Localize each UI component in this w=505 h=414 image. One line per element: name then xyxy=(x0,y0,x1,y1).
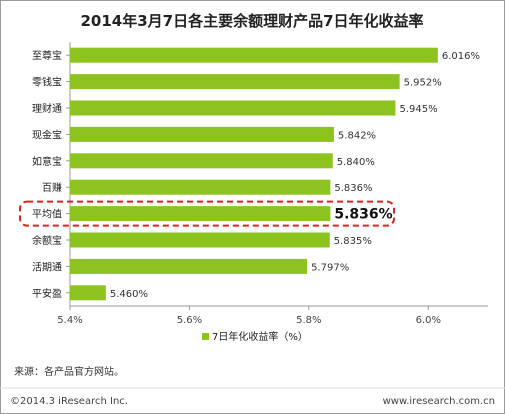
bar xyxy=(70,47,438,63)
category-label: 如意宝 xyxy=(32,155,62,168)
bar xyxy=(70,285,106,301)
chart-marks: 至尊宝 6.016% 零钱宝 5.952% 理财通 5.945% 现金宝 5.842% 如意宝 5… xyxy=(19,47,480,326)
bar xyxy=(70,100,396,116)
data-label: 5.836% xyxy=(334,183,372,194)
bar xyxy=(70,258,308,274)
bar xyxy=(70,126,334,142)
category-label: 平安盈 xyxy=(32,287,62,300)
legend: 7日年化收益率（%） xyxy=(202,330,308,343)
data-label: 5.797% xyxy=(311,262,349,273)
data-label: 5.840% xyxy=(337,157,375,168)
data-label: 5.952% xyxy=(404,78,442,89)
category-label: 余额宝 xyxy=(32,234,62,247)
category-label: 百赚 xyxy=(42,181,62,194)
x-tick-label: 5.4% xyxy=(57,315,82,326)
category-label: 现金宝 xyxy=(32,128,62,141)
bar xyxy=(70,153,333,169)
category-label: 活期通 xyxy=(32,261,62,273)
legend-swatch xyxy=(202,333,209,340)
bar xyxy=(70,74,400,90)
bar xyxy=(70,232,330,248)
x-tick-label: 6.0% xyxy=(416,315,441,326)
data-label: 5.460% xyxy=(110,289,148,300)
bar xyxy=(70,206,331,222)
x-tick-label: 5.6% xyxy=(177,315,202,326)
footer-website: www.iresearch.com.cn xyxy=(383,396,495,407)
data-label: 5.842% xyxy=(338,130,376,141)
legend-label: 7日年化收益率（%） xyxy=(212,330,308,343)
data-label: 5.836% xyxy=(334,207,392,223)
source-note: 来源：各产品官方网站。 xyxy=(14,365,124,378)
data-label: 6.016% xyxy=(442,51,480,62)
data-label: 5.835% xyxy=(334,236,372,247)
category-label: 平均值 xyxy=(32,208,62,221)
bar xyxy=(70,179,331,195)
category-label: 零钱宝 xyxy=(32,76,62,89)
footer-copyright: ©2014.3 iResearch Inc. xyxy=(10,396,128,407)
chart-title: 2014年3月7日各主要余额理财产品7日年化收益率 xyxy=(80,12,423,30)
x-tick-label: 5.8% xyxy=(296,315,321,326)
data-label: 5.945% xyxy=(399,104,437,115)
category-label: 至尊宝 xyxy=(32,49,62,62)
category-label: 理财通 xyxy=(32,102,62,115)
average-highlight-box xyxy=(19,200,395,227)
